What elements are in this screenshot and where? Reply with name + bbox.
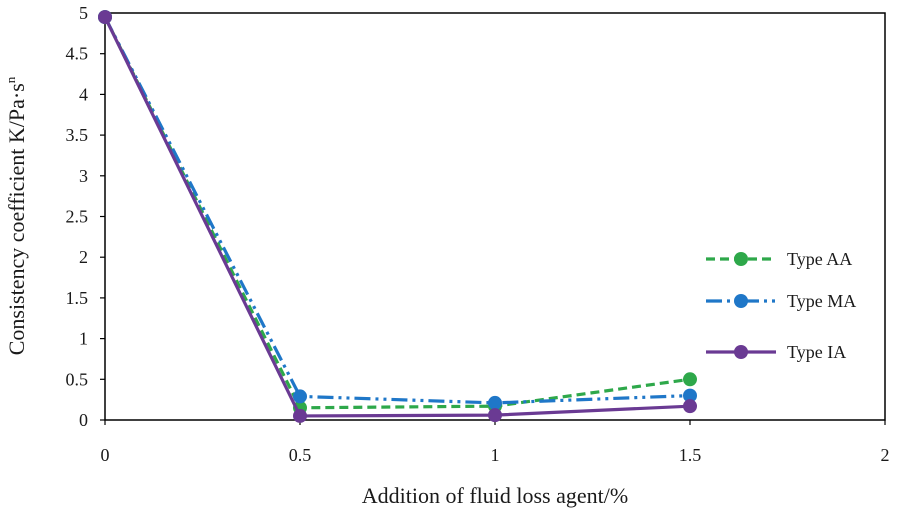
legend-label: Type MA — [787, 291, 856, 311]
data-point — [488, 395, 502, 410]
y-tick-label: 4.5 — [66, 44, 89, 64]
x-tick-label: 0 — [101, 445, 110, 465]
y-tick-label: 2.5 — [66, 207, 89, 227]
y-tick-label: 0 — [79, 410, 88, 430]
y-tick-label: 2 — [79, 247, 88, 267]
y-axis-title-superscript: n — [3, 76, 18, 83]
legend-item: Type AA — [706, 249, 852, 269]
x-tick-label: 2 — [881, 445, 890, 465]
x-tick-label: 0.5 — [289, 445, 312, 465]
series-type-aa — [98, 10, 697, 415]
data-point — [683, 399, 697, 414]
series-type-ia — [98, 10, 697, 423]
y-tick-label: 5 — [79, 3, 88, 23]
y-axis-ticks: 0 0.5 1 1.5 2 2.5 3 3.5 4 4.5 5 — [66, 3, 105, 430]
legend-label: Type IA — [787, 342, 846, 362]
data-point — [293, 408, 307, 423]
y-tick-label: 4 — [79, 84, 88, 104]
series-line — [103, 16, 691, 410]
series-type-ma — [98, 10, 697, 410]
y-tick-label: 3.5 — [66, 125, 89, 145]
y-tick-label: 1 — [79, 329, 88, 349]
plot-frame — [104, 12, 886, 421]
series-line — [103, 16, 691, 418]
y-tick-label: 1.5 — [66, 288, 89, 308]
legend-marker — [734, 252, 748, 266]
x-axis-title: Addition of fluid loss agent/% — [362, 483, 628, 508]
y-axis-title: Consistency coefficient K/Pa·sn — [3, 76, 29, 355]
series-line — [103, 16, 691, 405]
x-axis-ticks: 0 0.5 1 1.5 2 — [101, 420, 890, 465]
legend: Type AA Type MA Type IA — [706, 249, 856, 362]
series-layer — [98, 10, 697, 423]
legend-item: Type MA — [706, 291, 856, 311]
x-tick-label: 1.5 — [679, 445, 702, 465]
y-axis-title-main: Consistency coefficient K/Pa·s — [4, 83, 29, 355]
data-point — [293, 389, 307, 404]
legend-item: Type IA — [706, 342, 846, 362]
data-point — [683, 372, 697, 387]
legend-marker — [734, 345, 748, 359]
legend-label: Type AA — [787, 249, 852, 269]
x-tick-label: 1 — [491, 445, 500, 465]
data-point — [683, 388, 697, 403]
y-tick-label: 0.5 — [66, 369, 89, 389]
data-point — [488, 408, 502, 423]
data-point — [98, 10, 112, 25]
y-tick-label: 3 — [79, 166, 88, 186]
legend-marker — [734, 294, 748, 308]
